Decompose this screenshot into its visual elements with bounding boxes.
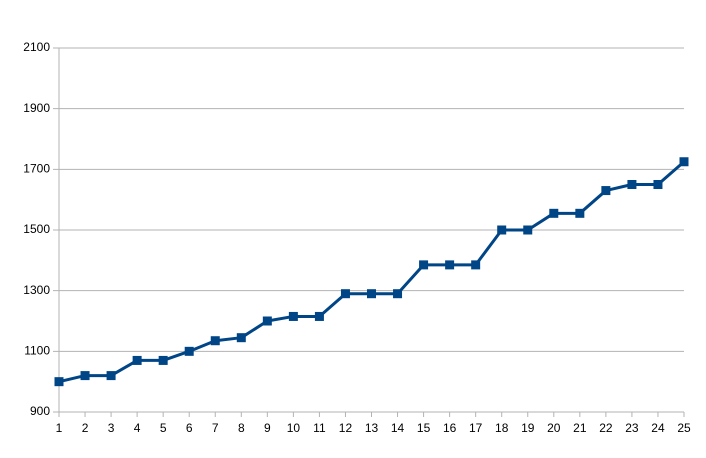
x-tick-label: 6 [186, 421, 193, 435]
marker [314, 311, 324, 321]
x-tick-label: 20 [547, 421, 561, 435]
x-tick-label: 21 [573, 421, 587, 435]
x-tick-label: 4 [134, 421, 141, 435]
y-tick-label: 1100 [24, 344, 50, 358]
x-tick-label: 23 [625, 421, 639, 435]
x-tick-label: 10 [287, 421, 301, 435]
y-tick-label: 1500 [23, 222, 50, 236]
marker [132, 355, 142, 365]
marker [627, 180, 637, 189]
marker [106, 371, 116, 381]
x-tick-label: 16 [443, 421, 457, 435]
x-tick-label: 22 [599, 421, 613, 435]
x-tick-label: 1 [56, 421, 63, 435]
x-tick-label: 19 [521, 421, 535, 435]
x-tick-label: 11 [313, 421, 326, 435]
marker [367, 289, 376, 299]
marker [210, 336, 220, 346]
marker [262, 316, 272, 326]
marker [601, 186, 611, 196]
marker [288, 311, 298, 321]
marker [445, 260, 455, 270]
marker [393, 289, 403, 299]
y-tick-label: 1300 [23, 283, 50, 297]
marker [236, 333, 246, 343]
marker [575, 208, 585, 218]
x-tick-label: 5 [160, 421, 167, 435]
y-tick-label: 900 [30, 404, 50, 418]
y-tick-label: 1700 [23, 162, 50, 176]
x-tick-label: 7 [212, 421, 219, 435]
marker [340, 289, 350, 299]
x-tick-label: 17 [469, 421, 483, 435]
x-tick-label: 9 [264, 421, 271, 435]
marker [497, 225, 507, 235]
marker [653, 180, 663, 189]
x-tick-label: 13 [365, 421, 379, 435]
marker [523, 225, 533, 235]
x-tick-label: 3 [108, 421, 115, 435]
marker [679, 157, 689, 167]
x-tick-label: 8 [238, 421, 245, 435]
x-tick-label: 12 [339, 421, 353, 435]
marker [158, 355, 168, 365]
x-tick-label: 24 [651, 421, 665, 435]
marker [471, 260, 481, 270]
marker [419, 260, 429, 270]
marker [184, 346, 194, 356]
x-tick-label: 14 [391, 421, 405, 435]
y-tick-label: 2100 [23, 40, 50, 54]
x-tick-label: 25 [677, 421, 691, 435]
y-tick-label: 1900 [23, 101, 50, 115]
marker [549, 208, 559, 218]
x-tick-label: 18 [495, 421, 509, 435]
x-tick-label: 2 [82, 421, 89, 435]
series-line [58, 160, 685, 384]
marker [54, 377, 64, 387]
marker [80, 371, 90, 381]
x-tick-label: 15 [417, 421, 431, 435]
